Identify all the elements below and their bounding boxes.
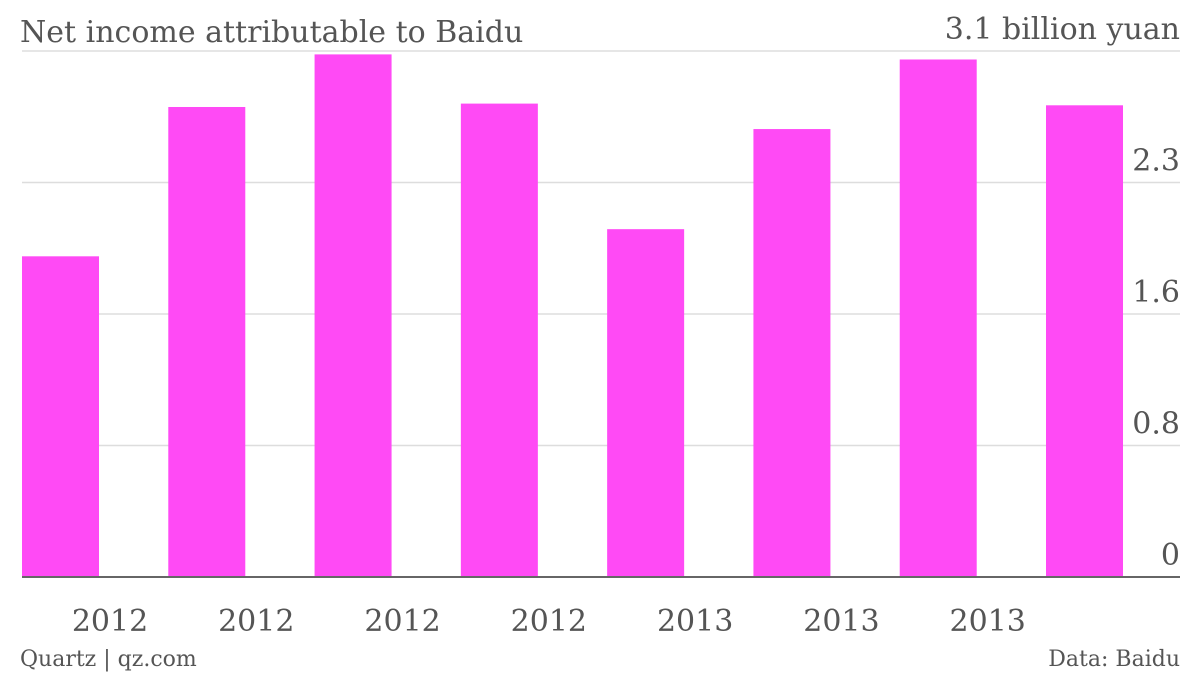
bar xyxy=(607,229,685,577)
x-tick-label: 2012 xyxy=(218,604,294,639)
bar xyxy=(460,103,538,577)
bar xyxy=(753,129,831,577)
bar xyxy=(314,54,392,577)
credit: Quartz | qz.com xyxy=(20,647,197,672)
bar xyxy=(22,256,99,577)
y-tick-label: 0 xyxy=(1161,538,1180,573)
source: Data: Baidu xyxy=(1048,647,1180,672)
x-tick-label: 2013 xyxy=(950,604,1026,639)
x-tick-label: 2012 xyxy=(511,604,587,639)
y-tick-label: 1.6 xyxy=(1132,275,1180,310)
y-tick-label: 3.1 billion yuan xyxy=(945,12,1180,47)
x-tick-label: 2013 xyxy=(657,604,733,639)
y-tick-label: 2.3 xyxy=(1132,144,1180,179)
x-tick-label: 2012 xyxy=(364,604,440,639)
chart-title: Net income attributable to Baidu xyxy=(20,15,523,50)
y-tick-label: 0.8 xyxy=(1132,407,1180,442)
x-tick-label: 2012 xyxy=(72,604,148,639)
bar xyxy=(899,59,977,577)
bar xyxy=(1046,105,1123,577)
bar xyxy=(168,106,246,578)
x-tick-label: 2013 xyxy=(803,604,879,639)
